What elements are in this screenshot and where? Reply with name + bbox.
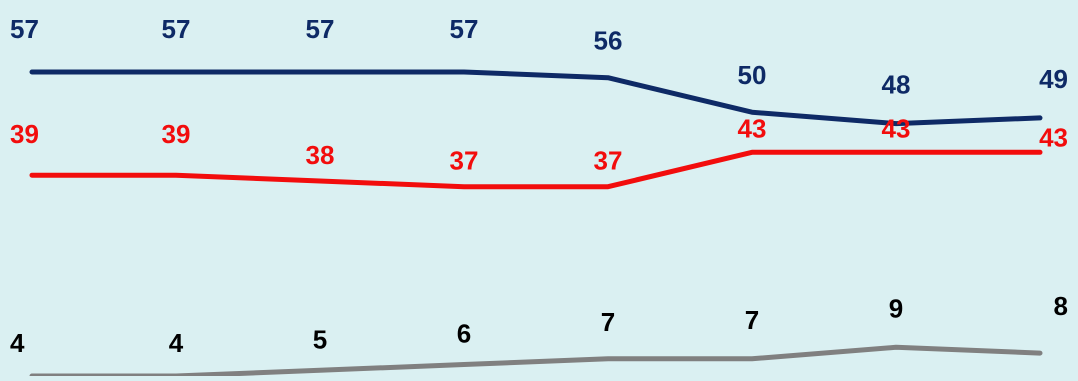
- series-b-group: 39 39 38 37 37 43 43 43: [10, 113, 1068, 190]
- series-c-data-label: 9: [889, 293, 903, 323]
- series-c-data-label: 7: [745, 305, 759, 335]
- series-c-data-label: 7: [601, 307, 615, 337]
- series-b-data-label: 43: [1039, 122, 1068, 152]
- series-c-data-label: 4: [10, 328, 25, 358]
- series-b-data-label: 43: [738, 113, 767, 143]
- series-b-data-label: 38: [306, 140, 335, 170]
- series-c-line: [29, 344, 1043, 379]
- series-a-line: [29, 69, 1043, 127]
- series-a-data-label: 57: [450, 14, 479, 44]
- series-a-data-label: 56: [594, 26, 623, 56]
- series-b-line: [29, 149, 1043, 190]
- series-b-data-label: 39: [10, 119, 39, 149]
- series-a-data-label: 57: [162, 14, 191, 44]
- series-a-data-label: 57: [10, 14, 39, 44]
- series-a-group: 57 57 57 57 56 50 48 49: [10, 14, 1068, 127]
- series-a-data-label: 49: [1039, 64, 1068, 94]
- series-c-data-label: 5: [313, 324, 327, 354]
- series-a-data-label: 50: [738, 60, 767, 90]
- series-a-data-label: 48: [882, 70, 911, 100]
- series-c-group: 4 4 5 6 7 7 9 8: [10, 291, 1068, 379]
- series-c-data-label: 8: [1054, 291, 1068, 321]
- series-b-data-label: 37: [594, 146, 623, 176]
- series-b-data-label: 43: [882, 113, 911, 143]
- series-b-data-label: 37: [450, 146, 479, 176]
- series-b-data-label: 39: [162, 119, 191, 149]
- series-c-data-label: 6: [457, 319, 471, 349]
- series-a-data-label: 57: [306, 14, 335, 44]
- series-c-data-label: 4: [169, 328, 184, 358]
